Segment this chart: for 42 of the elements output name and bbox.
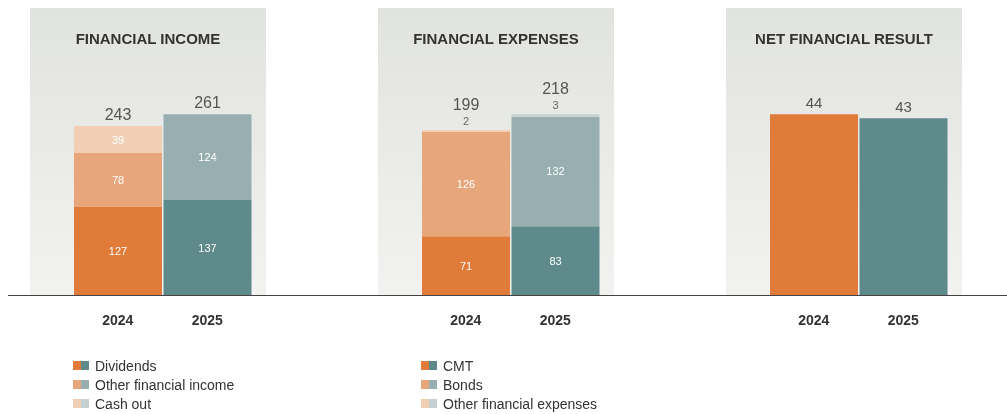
data-label: 124 xyxy=(198,151,217,164)
total-label: 218 xyxy=(542,80,569,98)
data-label: 78 xyxy=(111,174,125,187)
x-tick-label: 2025 xyxy=(539,311,572,328)
bar xyxy=(511,116,600,227)
bar xyxy=(422,236,510,295)
data-label: 71 xyxy=(459,259,473,272)
legend-label: Bonds xyxy=(443,376,483,393)
data-label: 137 xyxy=(198,241,217,254)
legend-label: Cash out xyxy=(95,395,152,412)
legend-label: Dividends xyxy=(95,357,157,374)
bar xyxy=(163,114,252,201)
chart-title: NET FINANCIAL RESULT xyxy=(754,30,934,47)
total-label: 199 xyxy=(452,95,480,113)
bar xyxy=(511,226,600,295)
data-label: 43 xyxy=(895,98,912,116)
legend-label: Other financial expenses xyxy=(443,395,598,412)
chart-title: FINANCIAL EXPENSES xyxy=(412,30,580,47)
bar xyxy=(422,131,510,237)
total-label: 243 xyxy=(104,106,132,124)
data-label: 132 xyxy=(546,165,565,178)
data-label: 39 xyxy=(111,133,125,146)
data-label: 127 xyxy=(108,245,128,258)
data-label: 126 xyxy=(456,177,476,190)
x-tick-label: 2025 xyxy=(191,311,224,328)
bar xyxy=(74,207,162,295)
total-label: 261 xyxy=(194,94,221,112)
chart-title: FINANCIAL INCOME xyxy=(74,30,222,47)
bar xyxy=(511,114,600,117)
x-tick-label: 2024 xyxy=(798,311,830,328)
bar xyxy=(74,153,162,208)
bar xyxy=(74,126,162,154)
x-tick-label: 2024 xyxy=(102,311,134,328)
x-tick-label: 2025 xyxy=(887,311,920,328)
legend-label: CMT xyxy=(443,357,474,374)
data-label: 44 xyxy=(805,94,823,112)
legend-label: Other financial income xyxy=(95,376,235,393)
data-label: 2 xyxy=(462,114,470,127)
bar xyxy=(163,200,252,295)
x-tick-label: 2024 xyxy=(450,311,482,328)
data-label: 3 xyxy=(552,99,559,112)
data-label: 83 xyxy=(549,254,562,267)
